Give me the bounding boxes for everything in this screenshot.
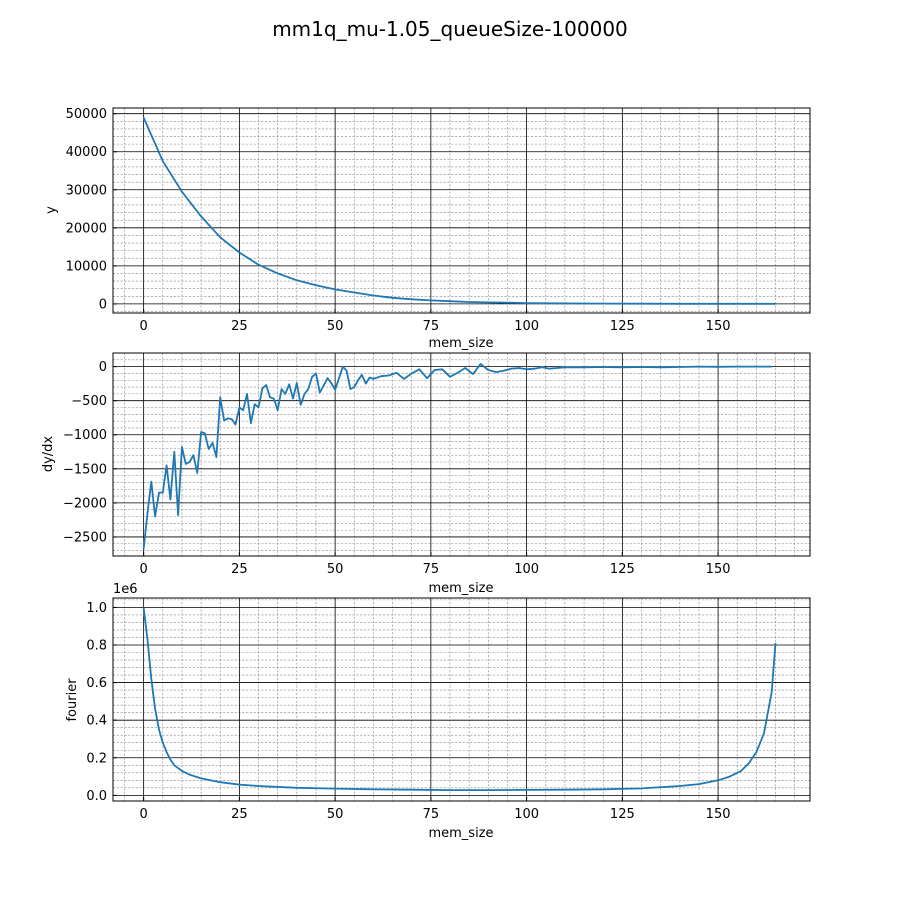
y-tick-label: −1000 (63, 428, 107, 443)
y-tick-label: 0.8 (86, 638, 107, 653)
x-tick-label: 25 (231, 807, 248, 822)
axes-frame (112, 107, 811, 314)
x-tick-label: 50 (327, 807, 344, 822)
x-axis-label: mem_size (428, 581, 493, 596)
y-tick-label: 20000 (66, 221, 107, 236)
y-tick-label: 0.6 (86, 676, 107, 691)
y-tick-label: 0.4 (86, 714, 107, 729)
x-tick-label: 25 (231, 319, 248, 334)
x-tick-label: 125 (610, 807, 635, 822)
y-tick-label: −500 (71, 394, 107, 409)
ticks: 0 25 50 75 100 125 150 0.0 0.2 0.4 0.6 0.8 1.0 (86, 601, 730, 822)
ticks: 0 25 50 75 100 125 150 −2500 −2000 −1500 −1000 −500… (63, 360, 730, 577)
x-tick-label: 75 (423, 319, 440, 334)
x-tick-label: 100 (514, 319, 539, 334)
series-line (142, 362, 772, 550)
x-tick-label: 50 (327, 319, 344, 334)
x-axis-label: mem_size (428, 826, 493, 841)
y-tick-label: 0 (99, 360, 107, 375)
x-tick-label: 25 (231, 562, 248, 577)
y-axis-label: dy/dx (41, 436, 56, 473)
axes-frame (112, 597, 811, 802)
x-tick-label: 50 (327, 562, 344, 577)
y-tick-label: 10000 (66, 259, 107, 274)
x-tick-label: 150 (706, 562, 731, 577)
panel-dydx-vs-mem-size: mem_size dy/dx 0 25 50 75 100 125 150 −2500 −200… (41, 352, 811, 596)
y-tick-label: 0.0 (86, 789, 107, 804)
series-line (142, 607, 777, 791)
y-tick-label: −1500 (63, 462, 107, 477)
y-offset-label: 1e6 (113, 582, 138, 597)
x-axis-label: mem_size (428, 336, 493, 351)
ticks: 0 25 50 75 100 125 150 0 10000 20000 30000 40000 500… (66, 107, 731, 334)
x-tick-label: 0 (139, 807, 147, 822)
y-tick-label: 1.0 (86, 601, 107, 616)
x-tick-label: 150 (706, 807, 731, 822)
grid (113, 598, 810, 801)
grid (113, 108, 810, 313)
y-tick-label: 0.2 (86, 751, 107, 766)
series-line (142, 117, 776, 305)
y-axis-label: y (44, 206, 59, 214)
y-tick-label: 50000 (66, 107, 107, 122)
x-tick-label: 150 (706, 319, 731, 334)
figure-title: mm1q_mu-1.05_queueSize-100000 (272, 17, 628, 41)
x-tick-label: 75 (423, 562, 440, 577)
y-tick-label: 30000 (66, 183, 107, 198)
panel-fourier-vs-mem-size: mem_size fourier 1e6 0 25 50 75 100 125 150 0.0… (65, 582, 811, 841)
x-tick-label: 125 (610, 562, 635, 577)
grid (113, 352, 810, 556)
axes-frame (112, 352, 811, 557)
y-tick-label: 40000 (66, 145, 107, 160)
x-tick-label: 100 (514, 807, 539, 822)
x-tick-label: 0 (139, 319, 147, 334)
panel-y-vs-mem-size: mem_size y 0 25 50 75 100 125 150 0 10000 20000 30… (44, 107, 811, 351)
x-tick-label: 100 (514, 562, 539, 577)
x-tick-label: 125 (610, 319, 635, 334)
x-tick-label: 0 (139, 562, 147, 577)
y-tick-label: −2000 (63, 496, 107, 511)
y-tick-label: −2500 (63, 530, 107, 545)
y-axis-label: fourier (65, 678, 80, 722)
x-tick-label: 75 (423, 807, 440, 822)
y-tick-label: 0 (99, 297, 107, 312)
